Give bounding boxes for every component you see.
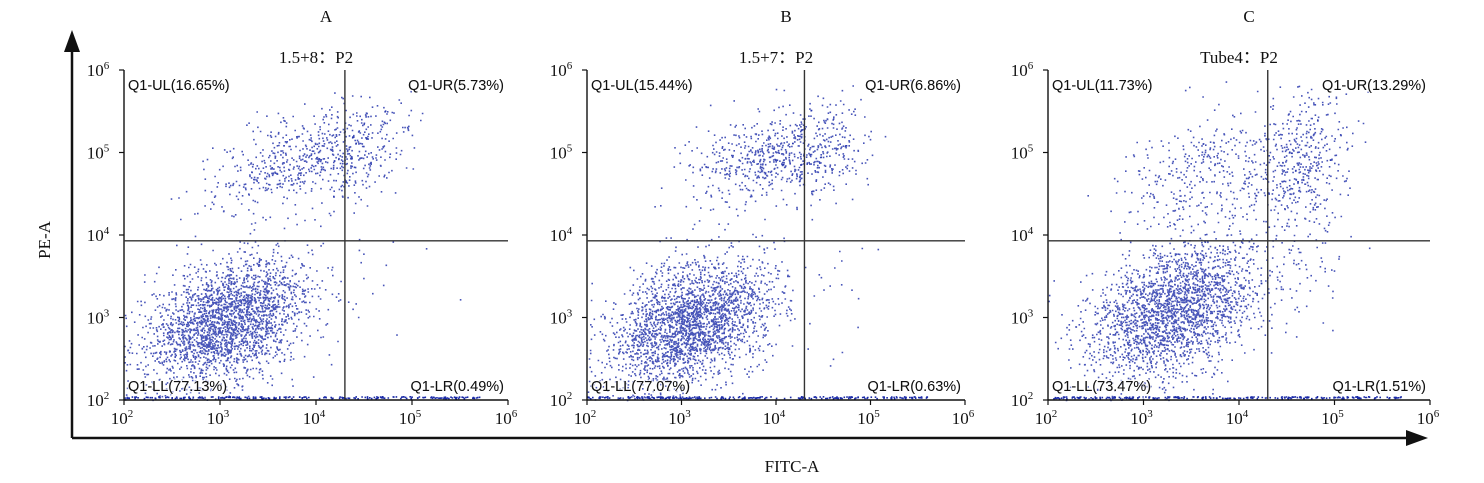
panel-letter: B [780,7,791,26]
dot-cloud [587,79,929,402]
x-tick-label: 103 [1130,408,1153,428]
quadrant-label-halo: Q1-LL(73.47%) [1052,379,1151,395]
y-tick-label: 104 [1011,225,1034,245]
quadrant-label-halo: Q1-UR(13.29%) [1322,78,1426,94]
y-tick-label: 102 [550,390,573,410]
population-dots [292,241,462,336]
panel-title: 1.5+8：P2 [279,48,353,67]
y-tick-label: 105 [1011,143,1034,163]
x-tick-label: 102 [111,408,134,428]
global-y-axis-arrow [64,30,80,52]
panel-letter: C [1243,7,1254,26]
y-tick-label: 106 [1011,60,1034,80]
y-tick-label: 103 [87,308,110,328]
dot-cloud [1048,81,1402,402]
quadrant-label-halo: Q1-LL(77.07%) [591,379,690,395]
quadrant-label-q1-ul: Q1-UL(11.73%) [1052,78,1152,94]
quadrant-label-halo: Q1-UL(11.73%) [1052,78,1152,94]
population-3 [308,92,416,221]
population-2 [170,90,424,245]
quadrant-label-halo: Q1-LR(0.63%) [868,379,961,395]
x-tick-label: 105 [1321,408,1344,428]
quadrant-label-halo: Q1-UR(6.86%) [865,78,961,94]
y-tick-label: 105 [550,143,573,163]
quadrant-label-q1-lr: Q1-LR(0.63%) [868,379,961,395]
panel-b: B 1.5+7：P2 102 103 104 105 106 102 103 104 105 106 Q… [550,7,975,428]
x-tick-label: 103 [668,408,691,428]
y-tick-label: 104 [550,225,573,245]
quadrant-label-halo: Q1-LR(0.49%) [411,379,504,395]
population-2 [1087,81,1354,256]
x-tick-label: 106 [1417,408,1440,428]
y-tick-label: 103 [550,308,573,328]
panel-title: Tube4：P2 [1200,48,1278,67]
population-dots [587,201,823,402]
population-4 [292,241,462,336]
population-dots [654,79,912,231]
x-tick-label: 102 [1035,408,1058,428]
quadrant-label-q1-ur: Q1-UR(13.29%) [1322,78,1426,94]
quadrant-label-q1-ll: Q1-LL(77.07%) [591,379,690,395]
y-tick-label: 105 [87,143,110,163]
population-dots [1048,188,1334,402]
quadrant-label-halo: Q1-UR(5.73%) [408,78,504,94]
population-1 [1048,188,1334,402]
x-tick-label: 106 [952,408,975,428]
x-tick-label: 104 [763,408,786,428]
population-3 [1228,85,1370,277]
quadrant-label-q1-ur: Q1-UR(6.86%) [865,78,961,94]
population-4 [753,240,880,367]
population-2 [654,79,912,231]
axis-edge-dots [126,396,481,400]
panel-c: C Tube4：P2 102 103 104 105 106 102 103 104 105 106 Q… [1011,7,1440,428]
quadrant-label-q1-ll: Q1-LL(73.47%) [1052,379,1151,395]
x-tick-label: 104 [303,408,326,428]
quadrant-label-q1-lr: Q1-LR(1.51%) [1333,379,1426,395]
panel-letter: A [320,7,333,26]
population-dots [753,240,880,367]
axis-edge-dots [1053,396,1402,400]
axis-edge-dots [587,396,929,400]
quadrant-label-q1-ul: Q1-UL(15.44%) [591,78,693,94]
population-dots [308,92,416,221]
population-dots [1228,85,1370,277]
dot-cloud [124,90,481,402]
global-x-axis-label: FITC-A [765,457,821,476]
quadrant-label-halo: Q1-UL(16.65%) [128,78,230,94]
quadrant-label-q1-lr: Q1-LR(0.49%) [411,379,504,395]
panel-a: A 1.5+8：P2 102 103 104 105 106 102 103 104 105 106 Q… [87,7,518,428]
quadrant-label-halo: Q1-LL(77.13%) [128,379,227,395]
y-tick-label: 102 [87,390,110,410]
y-tick-label: 104 [87,225,110,245]
quadrant-label-q1-ur: Q1-UR(5.73%) [408,78,504,94]
quadrant-label-q1-ul: Q1-UL(16.65%) [128,78,230,94]
global-x-axis-arrow [1406,430,1428,446]
global-y-axis-label: PE-A [35,220,54,259]
y-tick-label: 102 [1011,390,1034,410]
y-tick-label: 106 [550,60,573,80]
y-tick-label: 106 [87,60,110,80]
x-tick-label: 104 [1226,408,1249,428]
population-dots [1087,81,1354,256]
quadrant-label-q1-ll: Q1-LL(77.13%) [128,379,227,395]
x-tick-label: 105 [857,408,880,428]
x-tick-label: 106 [495,408,518,428]
panels-group: A 1.5+8：P2 102 103 104 105 106 102 103 104 105 106 Q… [87,7,1440,428]
x-tick-label: 102 [574,408,597,428]
population-1 [587,201,823,402]
quadrant-label-halo: Q1-LR(1.51%) [1333,379,1426,395]
population-dots [170,90,424,245]
panel-title: 1.5+7：P2 [739,48,813,67]
y-tick-label: 103 [1011,308,1034,328]
x-tick-label: 103 [207,408,230,428]
x-tick-label: 105 [399,408,422,428]
quadrant-label-halo: Q1-UL(15.44%) [591,78,693,94]
